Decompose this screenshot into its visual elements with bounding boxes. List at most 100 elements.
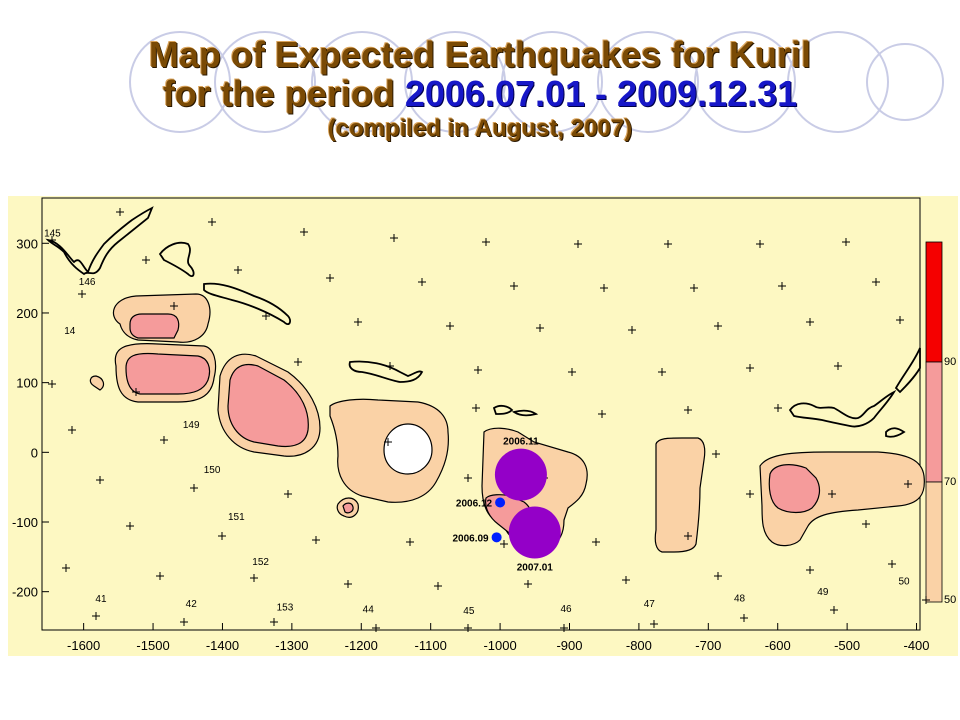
station-marker: [524, 580, 532, 588]
segment-label: 42: [186, 599, 198, 610]
x-tick-label: -1000: [483, 638, 516, 653]
station-marker: [664, 240, 672, 248]
earthquake-events: 2006.11 2006.12 2006.09 2007.01: [452, 437, 561, 573]
y-tick-label: 200: [16, 306, 38, 321]
title-line-2-prefix: for the period: [162, 72, 405, 114]
station-marker: [96, 476, 104, 484]
segment-labels: 145 146 14 149 150 151 152 41 42 153 44 45 46 47 48 49 5…: [44, 228, 910, 617]
segment-label: 45: [463, 606, 475, 617]
segment-label: 46: [560, 604, 572, 615]
zone-mid: [768, 464, 821, 514]
event-label: 2006.11: [503, 437, 539, 448]
colorbar-label: 50: [944, 594, 956, 606]
station-marker: [180, 618, 188, 626]
station-marker: [746, 490, 754, 498]
station-marker: [384, 438, 392, 446]
station-marker: [922, 596, 930, 604]
station-marker: [828, 490, 836, 498]
coastline: [348, 360, 424, 383]
coastline: [203, 282, 291, 326]
y-tick-label: -200: [12, 585, 38, 600]
segment-label: 145: [44, 228, 61, 239]
station-marker: [568, 368, 576, 376]
segment-label: 152: [252, 557, 269, 568]
coastline: [158, 241, 195, 278]
zone-mid: [129, 313, 180, 339]
map-svg: 90 70 50 -1600 -1500 -1400 -1300 -1200 -1100 -…: [8, 196, 958, 656]
station-marker: [896, 316, 904, 324]
coastline: [511, 409, 539, 417]
deco-circle: [694, 31, 796, 133]
station-marker: [48, 236, 56, 244]
probability-zones: [89, 293, 925, 553]
zone-mid: [342, 502, 354, 514]
station-marker: [284, 490, 292, 498]
colorbar: 90 70 50: [925, 241, 956, 606]
station-marker: [190, 484, 198, 492]
station-marker: [592, 538, 600, 546]
station-marker: [326, 274, 334, 282]
deco-circle: [501, 31, 603, 133]
station-marker: [142, 256, 150, 264]
segment-label: 47: [644, 599, 656, 610]
station-marker: [208, 218, 216, 226]
earthquake-event-small: [495, 497, 506, 508]
station-marker: [270, 618, 278, 626]
colorbar-label: 90: [944, 356, 956, 368]
station-marker: [862, 520, 870, 528]
station-marker: [386, 362, 394, 370]
deco-circle: [866, 43, 944, 121]
station-marker: [92, 612, 100, 620]
coastline: [45, 206, 154, 276]
x-tick-label: -1500: [136, 638, 169, 653]
station-marker: [434, 582, 442, 590]
segment-label: 44: [363, 605, 375, 616]
event-label: 2006.09: [452, 533, 489, 544]
station-marker: [746, 364, 754, 372]
title-period: 2006.07.01 - 2009.12.31: [404, 72, 798, 114]
event-label: 2006.12: [456, 498, 493, 509]
station-marker: [842, 238, 850, 246]
earthquake-event-large: [494, 448, 547, 501]
station-marker: [464, 474, 472, 482]
deco-circle: [597, 31, 699, 133]
station-marker: [372, 624, 380, 632]
x-tick-label: -700: [695, 638, 721, 653]
station-marker: [116, 208, 124, 216]
station-marker: [778, 282, 786, 290]
zone-mid: [125, 352, 211, 395]
segment-label: 146: [79, 277, 96, 288]
station-marker: [312, 536, 320, 544]
station-marker: [294, 358, 302, 366]
station-marker: [126, 522, 134, 530]
plot-frame: [41, 197, 921, 631]
station-marker: [472, 404, 480, 412]
deco-circle: [311, 31, 413, 133]
station-marker: [872, 278, 880, 286]
station-marker: [628, 326, 636, 334]
station-marker: [170, 302, 178, 310]
station-marker: [650, 620, 658, 628]
station-marker: [160, 436, 168, 444]
coastlines: [45, 206, 921, 438]
station-marker: [690, 284, 698, 292]
axes: -1600 -1500 -1400 -1300 -1200 -1100 -1000 -900-…: [12, 236, 930, 653]
segment-label: 151: [228, 512, 245, 523]
station-marker: [406, 538, 414, 546]
title-line-3: (compiled in August, 2007): [327, 114, 633, 142]
station-marker: [500, 540, 508, 548]
station-marker: [740, 614, 748, 622]
x-tick-label: -1200: [345, 638, 378, 653]
station-marker: [234, 266, 242, 274]
segment-label: 41: [95, 594, 107, 605]
station-marker: [390, 234, 398, 242]
x-tick-label: -900: [556, 638, 582, 653]
x-tick-label: -1100: [415, 638, 447, 653]
segment-label: 48: [734, 593, 746, 604]
map-background: [8, 196, 958, 656]
deco-circle: [787, 31, 889, 133]
station-marker: [48, 380, 56, 388]
station-marker: [218, 532, 226, 540]
station-marker: [600, 284, 608, 292]
station-marker: [806, 318, 814, 326]
